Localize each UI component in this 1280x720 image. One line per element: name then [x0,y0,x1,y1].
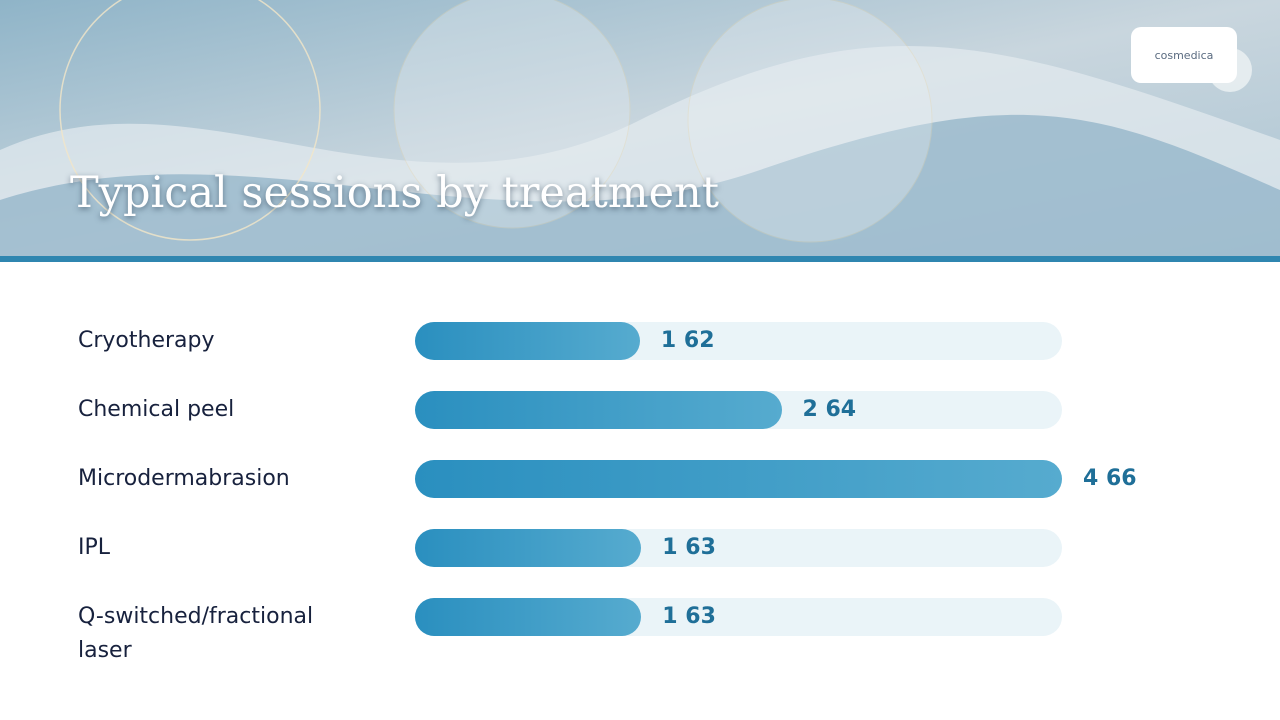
bar-chart: Cryotherapy 1 62 Chemical peel 2 64 Microder… [0,262,1280,720]
banner-rule [0,256,1280,262]
category-label: Microdermabrasion [78,466,290,491]
value-label: 1 63 [662,604,716,629]
banner-image [0,0,1280,258]
category-label: Cryotherapy [78,328,215,353]
slide-title: Typical sessions by treatment [70,168,719,218]
bar [415,460,1062,498]
bar [415,391,782,429]
value-label: 4 66 [1083,466,1137,491]
value-label: 1 62 [660,328,715,353]
bar [415,529,642,567]
logo: cosmedica [1131,27,1237,83]
bar [415,322,640,360]
category-label: IPL [78,535,111,560]
value-label: 2 64 [802,397,857,422]
category-label: Chemical peel [78,397,235,422]
bar [415,598,642,636]
value-label: 1 63 [662,535,716,560]
category-label: Q-switched/fractional laser [78,604,314,663]
